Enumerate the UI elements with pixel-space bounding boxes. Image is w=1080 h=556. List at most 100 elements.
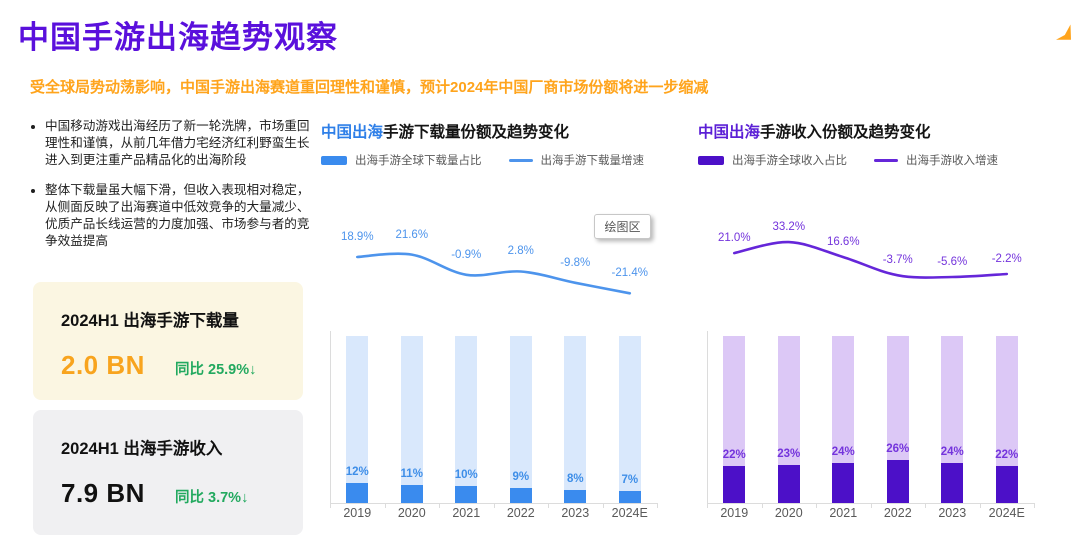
bar-track [886,336,909,503]
slide-subtitle: 受全球局势动荡影响，中国手游出海赛道重回理性和谨慎，预计2024年中国厂商市场份… [30,79,709,96]
bar-segment [941,463,964,503]
line-value-label: 18.9% [340,230,374,243]
bar-value-label: 10% [454,469,478,481]
x-axis-label: 2021 [452,506,481,520]
legend-line-swatch-icon [508,158,533,162]
bar-segment [400,485,423,503]
axis-tick [548,503,549,508]
bar-track [455,336,478,503]
bar-track [564,336,587,503]
bar-track [509,336,532,503]
x-axis-label: 2022 [506,506,535,520]
axis-tick [816,503,817,508]
x-axis-label: 2023 [561,506,590,520]
line-value-label: 16.6% [826,236,860,249]
line-value-label: 33.2% [772,221,806,234]
stat-card-title: 2024H1 出海手游收入 [61,440,223,458]
x-axis-label: 2022 [883,506,912,520]
bar-segment [564,490,587,503]
legend-bar-swatch-icon [698,155,724,165]
legend-line-label: 出海手游收入增速 [906,155,998,167]
bar-track [832,336,855,503]
bar-value-label: 7% [621,474,639,486]
axis-tick [493,503,495,508]
bar-segment [723,466,746,503]
x-axis-label: 2020 [774,506,803,520]
bar-segment [509,488,532,503]
axis-tick [602,503,604,508]
line-value-label: -5.6% [937,256,968,269]
x-axis-label: 2024E [611,506,648,520]
line-value-label: -2.2% [991,252,1022,265]
axis-tick [384,503,386,508]
bar-value-label: 12% [345,466,369,478]
axis-tick [1034,503,1035,508]
y-axis-line [707,331,708,503]
bar-segment [832,463,855,503]
bar-value-label: 22% [995,449,1019,461]
plot-area: 12% 2019 11% 2020 10% 2021 9% 2022 8% 2023 7% 2024E… [318,120,670,556]
growth-line [732,240,1009,279]
legend-line-swatch-icon [874,158,898,162]
plot-area-tooltip: 绘图区 [594,214,651,239]
bar-track [995,336,1018,503]
bar-value-label: 23% [777,448,801,460]
x-axis-label: 2021 [829,506,858,520]
page-title: 中国手游出海趋势观察 [18,20,338,55]
chart-title-rest: 手游下载量份额及趋势变化 [383,124,570,141]
downloads-stat-card: 2024H1 出海手游下载量 2.0 BN 同比 25.9%↓ [33,282,303,400]
axis-tick [657,503,658,508]
line-value-label: -3.7% [882,254,913,267]
chart-legend: 出海手游全球下载量占比 出海手游下载量增速 [321,152,644,168]
chart-title: 中国出海手游收入份额及趋势变化 [695,120,1047,142]
axis-tick [870,503,872,508]
bar-value-label: 24% [831,446,855,458]
axis-tick [330,503,331,508]
insight-bullet: 中国移动游戏出海经历了新一轮洗牌，市场重回理性和谨慎，从前几年借力宅经济红利野蛮… [45,118,310,169]
axis-tick [439,503,440,508]
chart-title-highlight: 中国出海 [698,124,761,141]
bar-segment [886,460,909,503]
legend-bar-label: 出海手游全球收入占比 [732,155,847,167]
revenue-chart: 中国出海手游收入份额及趋势变化 出海手游全球收入占比 出海手游收入增速 22% 2… [695,120,1047,556]
y-axis-line [330,331,331,503]
bar-value-label: 8% [566,473,584,485]
bar-value-label: 9% [512,471,530,483]
legend-line-label: 出海手游下载量增速 [540,155,645,167]
insight-text-block: 中国移动游戏出海经历了新一轮洗牌，市场重回理性和谨慎，从前几年借力宅经济红利野蛮… [30,118,310,263]
legend-bar-swatch-icon [321,155,347,165]
axis-tick [979,503,981,508]
downloads-chart: 中国出海手游下载量份额及趋势变化 出海手游全球下载量占比 出海手游下载量增速 1… [318,120,670,556]
bar-segment [995,466,1018,503]
legend-bar-label: 出海手游全球下载量占比 [355,155,482,167]
x-axis-label: 2019 [343,506,372,520]
chart-title: 中国出海手游下载量份额及趋势变化 [318,120,670,142]
bar-track [941,336,964,503]
chart-legend: 出海手游全球收入占比 出海手游收入增速 [698,152,998,168]
plot-area: 22% 2019 23% 2020 24% 2021 26% 2022 24% 2023 22% 20… [695,120,1047,556]
chart-title-highlight: 中国出海 [321,124,384,141]
bar-value-label: 11% [400,468,423,480]
line-value-label: -9.8% [560,256,591,269]
bar-track [777,336,800,503]
insight-bullet: 整体下载量虽大幅下滑，但收入表现相对稳定，从侧面反映了出海赛道中低效竞争的大量减… [45,182,310,250]
bar-value-label: 26% [886,443,910,455]
stat-card-yoy-badge: 同比 3.7%↓ [175,490,249,506]
bar-segment [618,491,641,503]
bar-value-label: 24% [940,446,964,458]
chart-title-rest: 手游收入份额及趋势变化 [760,124,931,141]
bar-segment [346,483,369,503]
line-value-label: -21.4% [611,267,648,280]
bar-track [400,336,423,503]
axis-tick [707,503,708,508]
x-axis-label: 2019 [720,506,749,520]
x-axis-label: 2023 [938,506,967,520]
axis-tick [761,503,763,508]
bar-track [618,336,641,503]
x-axis-label: 2020 [397,506,426,520]
stat-card-yoy-badge: 同比 25.9%↓ [175,362,257,378]
stat-card-value: 7.9 BN [61,478,145,508]
stat-card-value: 2.0 BN [61,350,145,380]
bar-segment [455,486,478,503]
growth-line [355,252,632,295]
